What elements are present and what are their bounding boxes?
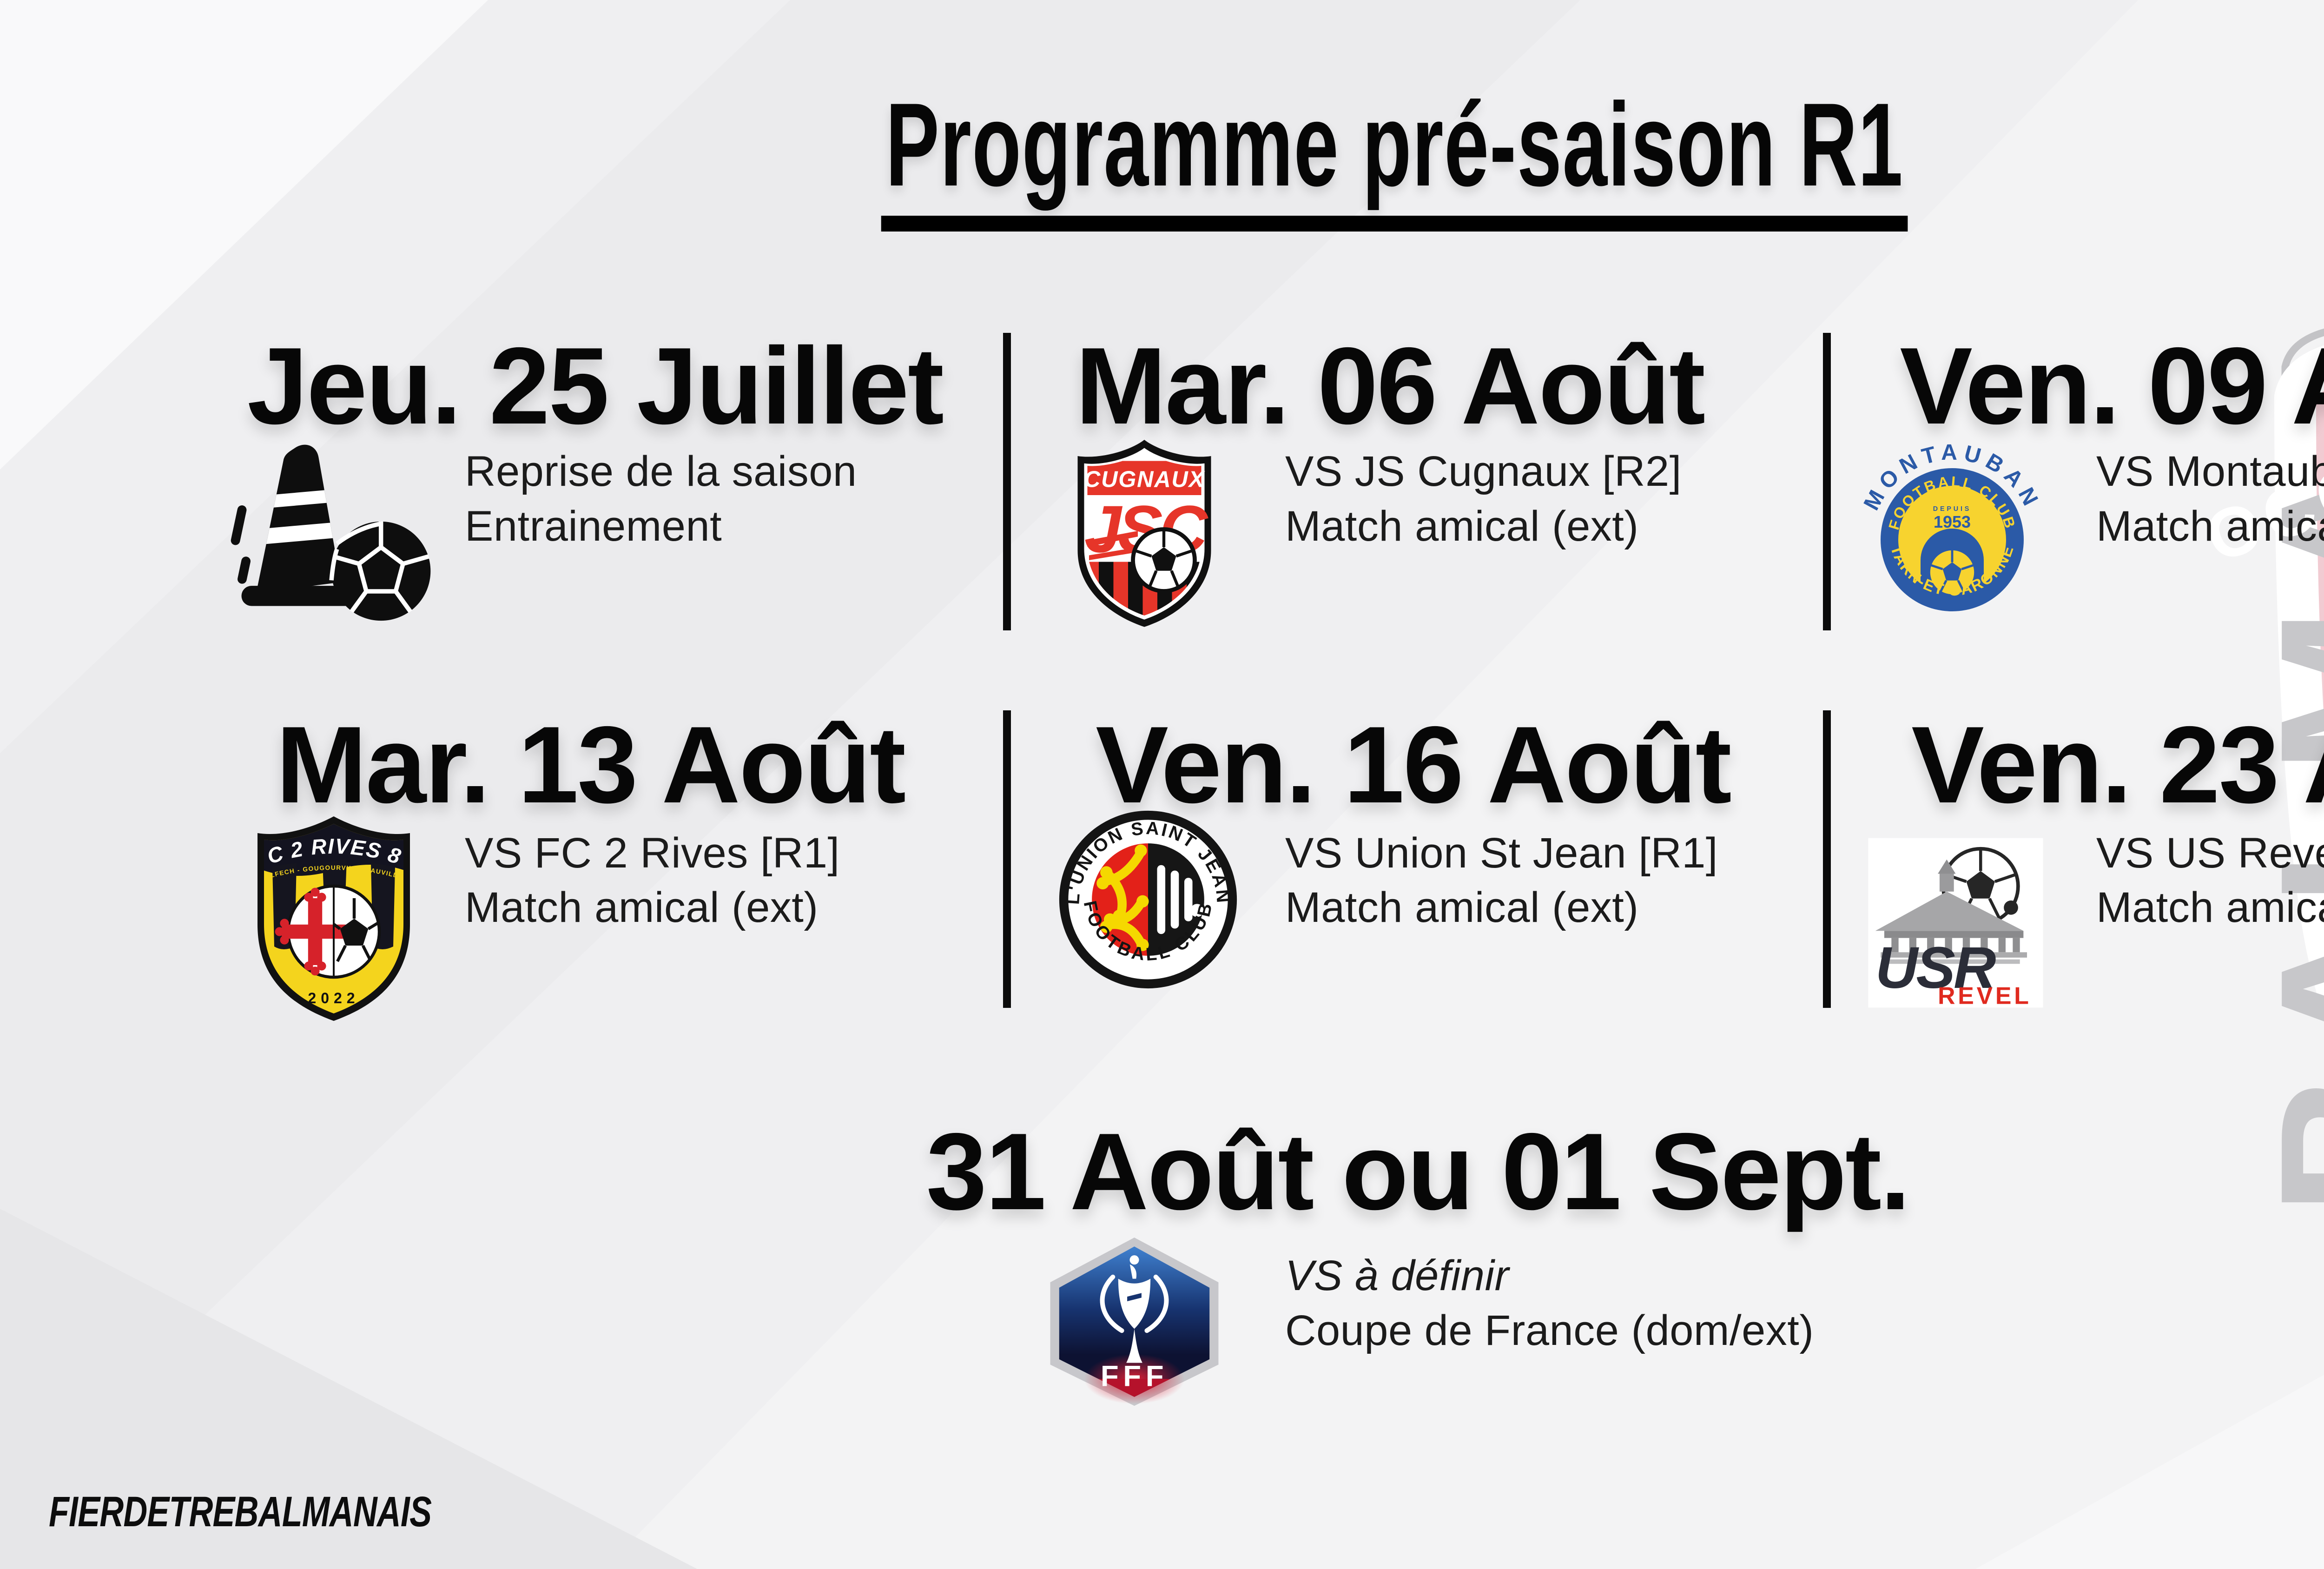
- match-info-line: Match amical (ext): [2096, 884, 2324, 931]
- match-info-line: VS FC 2 Rives [R1]: [465, 829, 840, 877]
- match-info-line: Reprise de la saison: [465, 448, 857, 495]
- match-info-line: VS Montauban FC [R1]: [2096, 448, 2324, 495]
- training-cone-ball-icon: [231, 444, 431, 621]
- montauban-depuis-text: DEPUIS: [1933, 505, 1971, 513]
- divider-row1-right: [1823, 333, 1831, 630]
- fff-trophy-icon: [1100, 1255, 1169, 1363]
- montauban-year-text: 1953: [1934, 512, 1971, 531]
- match-info-line: Coupe de France (dom/ext): [1285, 1307, 1814, 1354]
- fc-2-rives-logo: FC 2 RIVES 82 GOLFECH - GOUGOURVILLE - A…: [241, 813, 410, 1021]
- revel-hall-icon: [1875, 859, 2027, 964]
- match-date-7: 31 Août ou 01 Sept.: [926, 1110, 1911, 1232]
- fff-letters-text: FFF: [1101, 1360, 1168, 1393]
- watermark-balma-text: BALMA: [2239, 443, 2324, 1216]
- us-revel-logo: USR REVEL: [1868, 838, 2043, 1009]
- match-info-line: VS Union St Jean [R1]: [1285, 829, 1718, 877]
- revel-name-text: REVEL: [1938, 982, 2031, 1009]
- match-date-4: Mar. 13 Août: [276, 703, 906, 826]
- fc2rives-year-text: 2022: [308, 990, 359, 1006]
- revel-usr-text: USR: [1875, 934, 1996, 1000]
- js-cugnaux-logo: CUGNAUX JSC: [1077, 440, 1212, 627]
- match-info-line: Match amical (dom): [2096, 503, 2324, 550]
- cugnaux-band-text: CUGNAUX: [1084, 467, 1206, 492]
- footer-hashtag: FIERDETREBALMANAIS: [49, 1488, 432, 1536]
- montauban-ball-icon: [1928, 548, 1977, 597]
- match-info-line: VS US Revel [R1]: [2096, 829, 2324, 877]
- divider-row2-left: [1003, 710, 1011, 1008]
- coupe-de-france-fff-logo: FFF: [1050, 1238, 1219, 1406]
- match-date-5: Ven. 16 Août: [1096, 703, 1732, 826]
- match-date-2: Mar. 06 Août: [1075, 324, 1706, 447]
- match-info-line: Match amical (ext): [1285, 884, 1639, 931]
- match-date-1: Jeu. 25 Juillet: [247, 324, 944, 447]
- match-info-line: VS JS Cugnaux [R2]: [1285, 448, 1682, 495]
- match-info-line: Match amical (ext): [1285, 503, 1639, 550]
- match-date-3: Ven. 09 Août: [1900, 324, 2324, 447]
- montauban-fc-logo: MONTAUBAN FOOTBALL CLUB DEPUIS 1953 TARN…: [1859, 440, 2040, 611]
- balma-crest-icon: BALMA 195 B S OCCITANIE FOOTBALL: [2147, 258, 2324, 1569]
- match-date-6: Ven. 23 Août: [1911, 703, 2324, 826]
- union-saint-jean-logo: L'UNION SAINT JEAN FOOTBALL CLUB: [1059, 810, 1237, 989]
- balma-crest-watermark: BALMA 195 B S OCCITANIE FOOTBALL: [2147, 258, 2324, 1569]
- match-info-line: Entrainement: [465, 503, 722, 550]
- page-title-text: Programme pré-saison R1: [881, 77, 1908, 232]
- occitan-cross-icon: [275, 887, 349, 976]
- usj-center-emblem: [1092, 843, 1204, 956]
- divider-row1-left: [1003, 333, 1011, 630]
- cugnaux-ball-icon: [1131, 527, 1197, 593]
- page-title: Programme pré-saison R1: [0, 77, 2324, 232]
- match-info-line: Match amical (ext): [465, 884, 819, 931]
- divider-row2-right: [1823, 710, 1831, 1008]
- match-info-line: VS à définir: [1285, 1252, 1509, 1299]
